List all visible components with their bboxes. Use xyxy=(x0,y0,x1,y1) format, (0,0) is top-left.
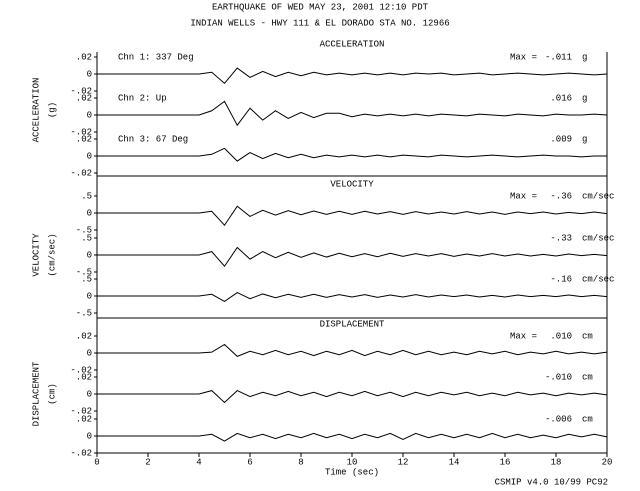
max-prefix: Max = xyxy=(510,52,537,62)
y-tick-label: .02 xyxy=(76,134,92,144)
y-tick-label: -.02 xyxy=(70,168,92,178)
max-value-label: -.36 xyxy=(550,191,572,201)
y-axis-label: DISPLACEMENT xyxy=(31,361,41,426)
y-tick-label: -.02 xyxy=(70,86,92,96)
trace-line xyxy=(97,292,608,303)
y-axis-label: VELOCITY xyxy=(31,233,41,277)
max-unit: g xyxy=(582,134,587,144)
max-value-label: -.010 xyxy=(545,372,572,382)
channel-name: Chn 1: 337 Deg xyxy=(118,52,194,62)
x-tick-label: 10 xyxy=(347,457,358,467)
y-tick-label: -.02 xyxy=(70,365,92,375)
max-unit: cm/sec xyxy=(582,233,614,243)
trace-line xyxy=(97,390,608,404)
y-tick-label: .02 xyxy=(76,93,92,103)
panel-title: DISPLACEMENT xyxy=(320,319,385,329)
panel-title: VELOCITY xyxy=(330,179,374,189)
y-tick-label: 0 xyxy=(87,151,92,161)
y-tick-label: 0 xyxy=(87,291,92,301)
y-tick-label: .02 xyxy=(76,372,92,382)
panel-title: ACCELERATION xyxy=(320,39,385,49)
channel-name: Chn 2: Up xyxy=(118,93,167,103)
max-unit: cm xyxy=(582,372,593,382)
x-tick-label: 14 xyxy=(449,457,460,467)
max-prefix: Max = xyxy=(510,191,537,201)
y-tick-label: -.02 xyxy=(70,127,92,137)
x-tick-label: 16 xyxy=(500,457,511,467)
x-tick-label: 8 xyxy=(298,457,303,467)
trace-line xyxy=(97,246,608,268)
y-tick-label: -.5 xyxy=(76,267,92,277)
y-tick-label: -.5 xyxy=(76,225,92,235)
y-axis-unit: (cm) xyxy=(47,383,57,405)
x-tick-label: 6 xyxy=(247,457,252,467)
y-tick-label: .5 xyxy=(81,191,92,201)
y-tick-label: 0 xyxy=(87,69,92,79)
x-tick-label: 2 xyxy=(145,457,150,467)
trace-line xyxy=(97,432,608,442)
chart-subtitle: INDIAN WELLS - HWY 111 & EL DORADO STA N… xyxy=(190,18,449,28)
max-unit: g xyxy=(582,52,587,62)
y-tick-label: 0 xyxy=(87,110,92,120)
y-tick-label: 0 xyxy=(87,250,92,260)
y-axis-unit: (g) xyxy=(47,102,57,118)
x-tick-label: 0 xyxy=(94,457,99,467)
max-unit: g xyxy=(582,93,587,103)
channel-name: Chn 3: 67 Deg xyxy=(118,134,188,144)
x-tick-label: 18 xyxy=(551,457,562,467)
max-prefix: Max = xyxy=(510,331,537,341)
footer: CSMIP v4.0 10/99 PC92 xyxy=(495,477,608,487)
max-unit: cm xyxy=(582,331,593,341)
max-value-label: -.011 xyxy=(545,52,572,62)
y-tick-label: 0 xyxy=(87,208,92,218)
x-tick-label: 20 xyxy=(602,457,613,467)
trace-line xyxy=(97,67,608,85)
y-tick-label: 0 xyxy=(87,348,92,358)
max-unit: cm/sec xyxy=(582,274,614,284)
max-value-label: -.16 xyxy=(550,274,572,284)
max-value-label: .010 xyxy=(550,331,572,341)
y-tick-label: .02 xyxy=(76,414,92,424)
y-axis-label: ACCELERATION xyxy=(31,78,41,143)
max-unit: cm/sec xyxy=(582,191,614,201)
max-value-label: -.33 xyxy=(550,233,572,243)
x-axis-label: Time (sec) xyxy=(325,467,379,477)
y-tick-label: 0 xyxy=(87,431,92,441)
y-tick-label: .5 xyxy=(81,274,92,284)
y-tick-label: -.5 xyxy=(76,308,92,318)
trace-line xyxy=(97,205,608,227)
x-tick-label: 12 xyxy=(398,457,409,467)
trace-line xyxy=(97,147,607,162)
y-tick-label: .5 xyxy=(81,233,92,243)
trace-line xyxy=(97,343,608,357)
max-value-label: -.006 xyxy=(545,414,572,424)
trace-line xyxy=(97,100,608,127)
max-value-label: .009 xyxy=(550,134,572,144)
max-unit: cm xyxy=(582,414,593,424)
max-value-label: .016 xyxy=(550,93,572,103)
y-tick-label: -.02 xyxy=(70,406,92,416)
x-tick-label: 4 xyxy=(196,457,201,467)
chart-title: EARTHQUAKE OF WED MAY 23, 2001 12:10 PDT xyxy=(212,2,429,12)
y-tick-label: 0 xyxy=(87,389,92,399)
y-axis-unit: (cm/sec) xyxy=(47,233,57,276)
y-tick-label: .02 xyxy=(76,52,92,62)
y-tick-label: .02 xyxy=(76,331,92,341)
y-tick-label: -.02 xyxy=(70,448,92,458)
